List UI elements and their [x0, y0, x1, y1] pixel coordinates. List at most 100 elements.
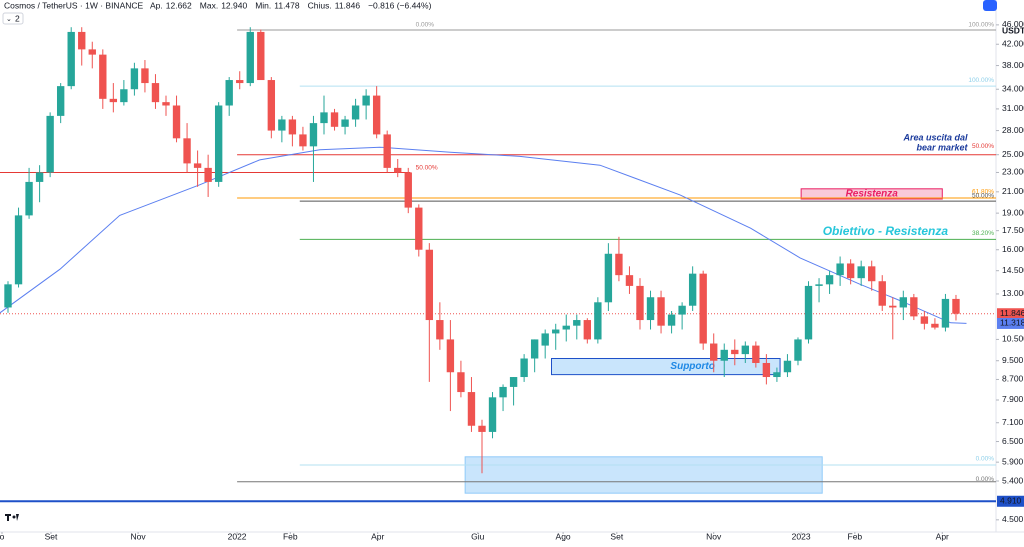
candle-body [288, 119, 297, 135]
candle-body [172, 105, 181, 139]
candle-body [804, 285, 813, 340]
candle-body [425, 249, 434, 321]
candle-body [46, 115, 54, 173]
candle-body [846, 263, 855, 279]
zone-box [464, 456, 823, 494]
candle-body [330, 112, 339, 127]
x-tick-label: Feb [283, 531, 298, 541]
x-tick-label: Nov [131, 531, 147, 541]
level-label: 38.20% [972, 230, 994, 237]
y-tick-label: 21.000 [1002, 186, 1024, 196]
x-tick-label: Set [45, 531, 58, 541]
candle-body [193, 163, 202, 168]
ohlc-label: Ap. [150, 0, 163, 10]
candle-body [25, 181, 33, 216]
annotation: Area uscita dal [903, 133, 969, 143]
ohlc-value: −0.816 (−6.44%) [368, 0, 431, 10]
level-label: 100.00% [968, 77, 994, 84]
candle-body [889, 305, 897, 308]
candle-body [583, 320, 592, 340]
candle-body [857, 266, 865, 279]
candle-body [14, 215, 23, 285]
candle-body [825, 275, 834, 285]
candle-body [741, 345, 750, 355]
candle-body [509, 377, 518, 387]
ohlc-value: 12.940 [221, 0, 247, 10]
y-tick-label: 25.000 [1002, 149, 1024, 159]
logo [5, 514, 19, 521]
ohlc-value: 12.662 [166, 0, 192, 10]
candle-body [878, 281, 886, 306]
ohlc-label: Min. [255, 0, 271, 10]
x-tick-label: o [0, 531, 5, 541]
y-tick-label: 4.500 [1002, 514, 1024, 524]
header: Cosmos / TetherUS · 1W · BINANCE 2 ⌄ Ap.… [2, 0, 432, 25]
level-label: 0.00% [416, 22, 435, 29]
candle-body [762, 362, 771, 378]
candle-body [372, 95, 381, 135]
x-tick-label: Feb [848, 531, 863, 541]
candle-body [109, 98, 118, 103]
candle-body [667, 314, 676, 326]
candle-body [783, 360, 792, 373]
candle-body [141, 68, 149, 84]
x-tick-label: Apr [371, 531, 384, 541]
y-tick-label: 34.000 [1002, 83, 1024, 93]
x-tick-label: Giu [471, 531, 485, 541]
x-tick-label: Apr [936, 531, 949, 541]
y-tick-label: 14.500 [1002, 265, 1024, 275]
candle-body [910, 297, 918, 317]
candle-body [520, 358, 528, 378]
candle-body [309, 123, 318, 147]
indicator-count: 2 [15, 13, 20, 23]
candle-body [257, 31, 265, 81]
y-tick-label: 7.900 [1002, 394, 1024, 404]
candle-body [467, 392, 476, 426]
level-label: 50.00% [416, 165, 438, 172]
candle-body [183, 138, 191, 164]
chevron: ⌄ [6, 16, 12, 23]
candle-body [731, 349, 739, 355]
candle-body [573, 320, 581, 326]
candle-body [446, 339, 455, 373]
candle-body [541, 333, 549, 346]
currency: USDT [1002, 25, 1024, 35]
candle-body [56, 86, 65, 116]
candle-body [162, 102, 170, 106]
candle-body [341, 119, 349, 127]
candle-body [562, 325, 570, 330]
candle-body [499, 386, 507, 398]
price-tag [997, 495, 1024, 507]
x-tick-label: 2023 [792, 531, 811, 541]
candle-body [720, 349, 728, 361]
y-tick-label: 38.000 [1002, 60, 1024, 70]
x-tick-label: Set [610, 531, 623, 541]
level-label: 50.00% [972, 143, 994, 150]
candle-body [320, 112, 328, 124]
candle-body [457, 372, 465, 393]
price-tag-label: 11.846 [1000, 308, 1024, 318]
y-tick-label: 16.000 [1002, 244, 1024, 254]
candle-body [130, 68, 139, 90]
candle-body [236, 80, 244, 84]
y-tick-label: 5.400 [1002, 475, 1024, 485]
candle-body [552, 329, 560, 334]
candle-body [594, 302, 602, 340]
price-tag-label: 11.318 [1000, 318, 1024, 328]
candle-body [383, 134, 391, 168]
y-tick-label: 42.000 [1002, 38, 1024, 48]
ohlc-label: Max. [200, 0, 218, 10]
candle-body [773, 372, 781, 378]
y-tick-label: 9.500 [1002, 355, 1024, 365]
plot: Resistenza Supporto 0.00% 100.00% 100.00% 50.… [0, 22, 996, 503]
moving-average [0, 146, 967, 324]
currency-button[interactable] [983, 0, 997, 11]
candle-body [88, 49, 96, 55]
candle-body [35, 172, 44, 182]
indicator-toggle[interactable] [2, 12, 24, 25]
ohlc-value: 11.846 [335, 0, 361, 10]
price-tag [997, 308, 1024, 320]
candle-body [151, 83, 160, 103]
y-tick-label: 10.500 [1002, 334, 1024, 344]
